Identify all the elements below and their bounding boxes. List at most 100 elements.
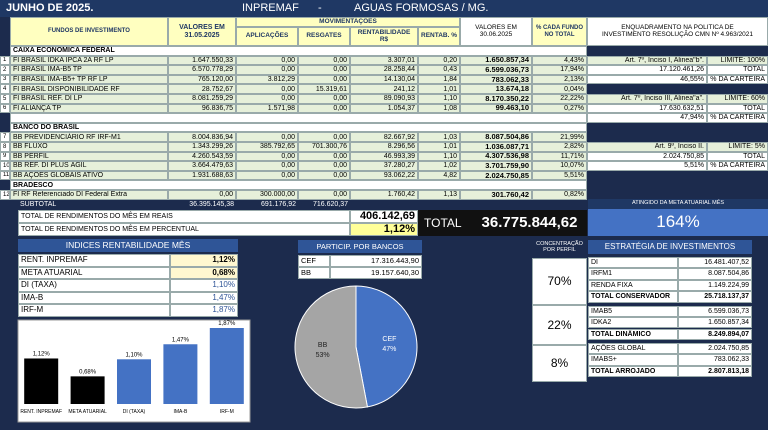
- compliance-share: 5,51%: [587, 161, 707, 171]
- bar-label: 1,12%: [33, 351, 51, 357]
- index-name: IMA-B: [18, 291, 170, 305]
- bank-value: 17.316.443,90: [330, 255, 422, 267]
- redemptions: 701.300,76: [298, 142, 350, 152]
- value-june: 8.087.504,86: [460, 132, 532, 142]
- institution: INPREMAF: [242, 1, 299, 14]
- strategy-total-label: TOTAL ARROJADO: [588, 365, 678, 378]
- bar-category: DI (TAXA): [123, 409, 146, 415]
- fund-name: FI BRASIL REF. DI LP: [10, 94, 168, 104]
- strategy-total: 2.807.813,18: [678, 365, 752, 378]
- value-june: 4.307.536,98: [460, 151, 532, 162]
- return-brl: 46.993,39: [350, 151, 418, 162]
- bar-label: 1,10%: [125, 352, 143, 358]
- applications: 300.000,00: [236, 190, 298, 200]
- share: 0,04%: [532, 84, 587, 94]
- share: 21,99%: [532, 132, 587, 142]
- city: AGUAS FORMOSAS / MG.: [354, 1, 489, 14]
- percent-label: TOTAL DE RENDIMENTOS DO MÊS EM PERCENTUA…: [18, 223, 350, 237]
- value-june: 8.170.350,22: [460, 94, 532, 104]
- fund-name: FI RF Referenciado DI Federal Extra: [10, 190, 168, 200]
- strategy-total: 8.249.894,07: [678, 328, 752, 340]
- applications: 0,00: [236, 132, 298, 142]
- index-value: 0,68%: [170, 266, 238, 280]
- strategy-total-label: TOTAL DINÂMICO: [588, 328, 678, 340]
- bar: [24, 358, 59, 404]
- share: 17,94%: [532, 65, 587, 75]
- compliance-total: 17.120.461,26: [587, 65, 707, 75]
- pie-slice: [294, 285, 369, 409]
- index-value: 1,47%: [170, 291, 238, 305]
- value-june: 783.062,33: [460, 74, 532, 85]
- column-header: % CADA FUNDO NO TOTAL: [532, 17, 587, 46]
- value-may: 1.931.688,63: [168, 170, 236, 181]
- return-pct: 1,03: [418, 132, 460, 142]
- income-label: TOTAL DE RENDIMENTOS DO MÊS EM REAIS: [18, 210, 350, 224]
- index-value: 1,87%: [170, 304, 238, 317]
- compliance-share: 46,55%: [587, 74, 707, 85]
- share: 10,07%: [532, 161, 587, 171]
- applications: 0,00: [236, 84, 298, 94]
- value-june: 3.701.759,90: [460, 161, 532, 171]
- redemptions: 0,00: [298, 151, 350, 162]
- row-number: 12: [0, 190, 10, 200]
- return-brl: 14.130,04: [350, 74, 418, 85]
- return-brl: 1.054,37: [350, 103, 418, 114]
- group-header: MOVIMENTAÇÕES: [236, 17, 460, 27]
- strategy-item: IRFM1: [588, 268, 678, 280]
- row-number: 6: [0, 103, 10, 114]
- concentration: 70%: [532, 258, 587, 305]
- separator: -: [318, 1, 322, 14]
- column-header: ENQUADRAMENTO NA POLITICA DE INVESTIMENT…: [587, 17, 768, 46]
- total-value: 36.775.844,62: [481, 214, 578, 232]
- return-pct: 1,13: [418, 190, 460, 200]
- return-brl: 3.307,01: [350, 55, 418, 66]
- row-number: 10: [0, 161, 10, 171]
- bank-value: 19.157.640,30: [330, 267, 422, 279]
- return-brl: 28.258,44: [350, 65, 418, 75]
- row-number: 9: [0, 151, 10, 162]
- share: 2,13%: [532, 74, 587, 85]
- share: 5,51%: [532, 170, 587, 181]
- value-june: 13.674,18: [460, 84, 532, 94]
- applications: 0,00: [236, 161, 298, 171]
- redemptions: 15.319,61: [298, 84, 350, 94]
- bar: [209, 328, 244, 404]
- return-brl: 241,12: [350, 84, 418, 94]
- strategy-value: 2.024.750,85: [678, 343, 752, 355]
- strategy-item: DI: [588, 257, 678, 269]
- indices-title: INDICES RENTABILIDADE MÊS: [18, 239, 238, 252]
- redemptions: 0,00: [298, 94, 350, 104]
- share: 2,82%: [532, 142, 587, 152]
- column-header: RENTABILIDADE R$: [350, 27, 418, 46]
- applications: 0,00: [236, 65, 298, 75]
- total-block: [418, 210, 587, 237]
- strategy-value: 1.149.224,99: [678, 279, 752, 292]
- row-number: 3: [0, 74, 10, 85]
- banks-title: PARTICIP. POR BANCOS: [298, 240, 422, 253]
- return-pct: 1,84: [418, 74, 460, 85]
- fund-name: BB REF. DI PLUS ÁGIL: [10, 161, 168, 171]
- share: 0,82%: [532, 190, 587, 200]
- bar: [163, 344, 198, 404]
- return-brl: 37.280,27: [350, 161, 418, 171]
- strategy-value: 16.481.407,52: [678, 257, 752, 269]
- bar-category: META ATUARIAL: [68, 409, 107, 415]
- fund-name: FI BRASIL DISPONIBILIDADE RF: [10, 84, 168, 94]
- value-may: 8.081.259,29: [168, 94, 236, 104]
- bar-category: IRF-M: [220, 409, 234, 415]
- strategy-title: ESTRATÉGIA DE INVESTIMENTOS: [588, 240, 752, 254]
- article: Art. 7º, Inciso I, Alinea"b".: [587, 55, 707, 66]
- return-pct: 0,43: [418, 65, 460, 75]
- redemptions: 0,00: [298, 161, 350, 171]
- fund-name: FI ALIANÇA TP: [10, 103, 168, 114]
- fund-name: BB PERFIL: [10, 151, 168, 162]
- row-number: 8: [0, 142, 10, 152]
- column-header: VALORES EM 31.05.2025: [168, 17, 236, 46]
- value-june: 301.760,42: [460, 190, 532, 200]
- subtotal-value: 691.176,92: [260, 200, 296, 208]
- strategy-item: IMABS+: [588, 354, 678, 366]
- pie-slice: [355, 285, 418, 408]
- title-bar: [0, 0, 768, 17]
- row-number: 11: [0, 170, 10, 181]
